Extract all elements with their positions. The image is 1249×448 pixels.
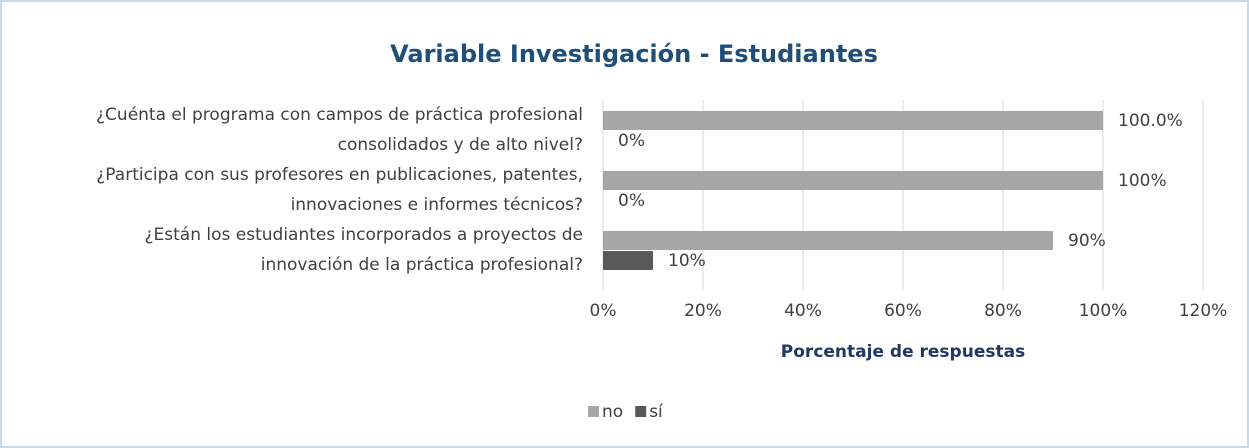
bar (603, 111, 1103, 130)
x-tick-label: 60% (884, 301, 922, 321)
chart-title: Variable Investigación - Estudiantes (390, 40, 878, 68)
data-label: 100.0% (1118, 111, 1183, 131)
x-tick-label: 20% (684, 301, 722, 321)
data-label: 100% (1118, 171, 1167, 191)
legend-swatch (588, 406, 599, 417)
legend-label: sí (649, 402, 664, 422)
y-tick-label: ¿Están los estudiantes incorporados a pr… (145, 225, 583, 275)
x-tick-label: 120% (1179, 301, 1228, 321)
x-tick-label: 80% (984, 301, 1022, 321)
x-tick-label: 40% (784, 301, 822, 321)
data-label: 90% (1068, 231, 1106, 251)
x-tick-label: 0% (590, 301, 617, 321)
data-label: 0% (618, 191, 645, 211)
bar (603, 231, 1053, 250)
data-label: 10% (668, 251, 706, 271)
legend-swatch (635, 406, 647, 417)
bar (603, 251, 653, 270)
x-axis-label: Porcentaje de respuestas (781, 342, 1025, 362)
y-tick-label: ¿Participa con sus profesores en publica… (96, 165, 583, 215)
bar (603, 171, 1103, 190)
legend-label: no (602, 402, 623, 422)
data-label: 0% (618, 131, 645, 151)
x-tick-label: 100% (1079, 301, 1128, 321)
y-tick-label: ¿Cuénta el programa con campos de prácti… (96, 105, 583, 155)
